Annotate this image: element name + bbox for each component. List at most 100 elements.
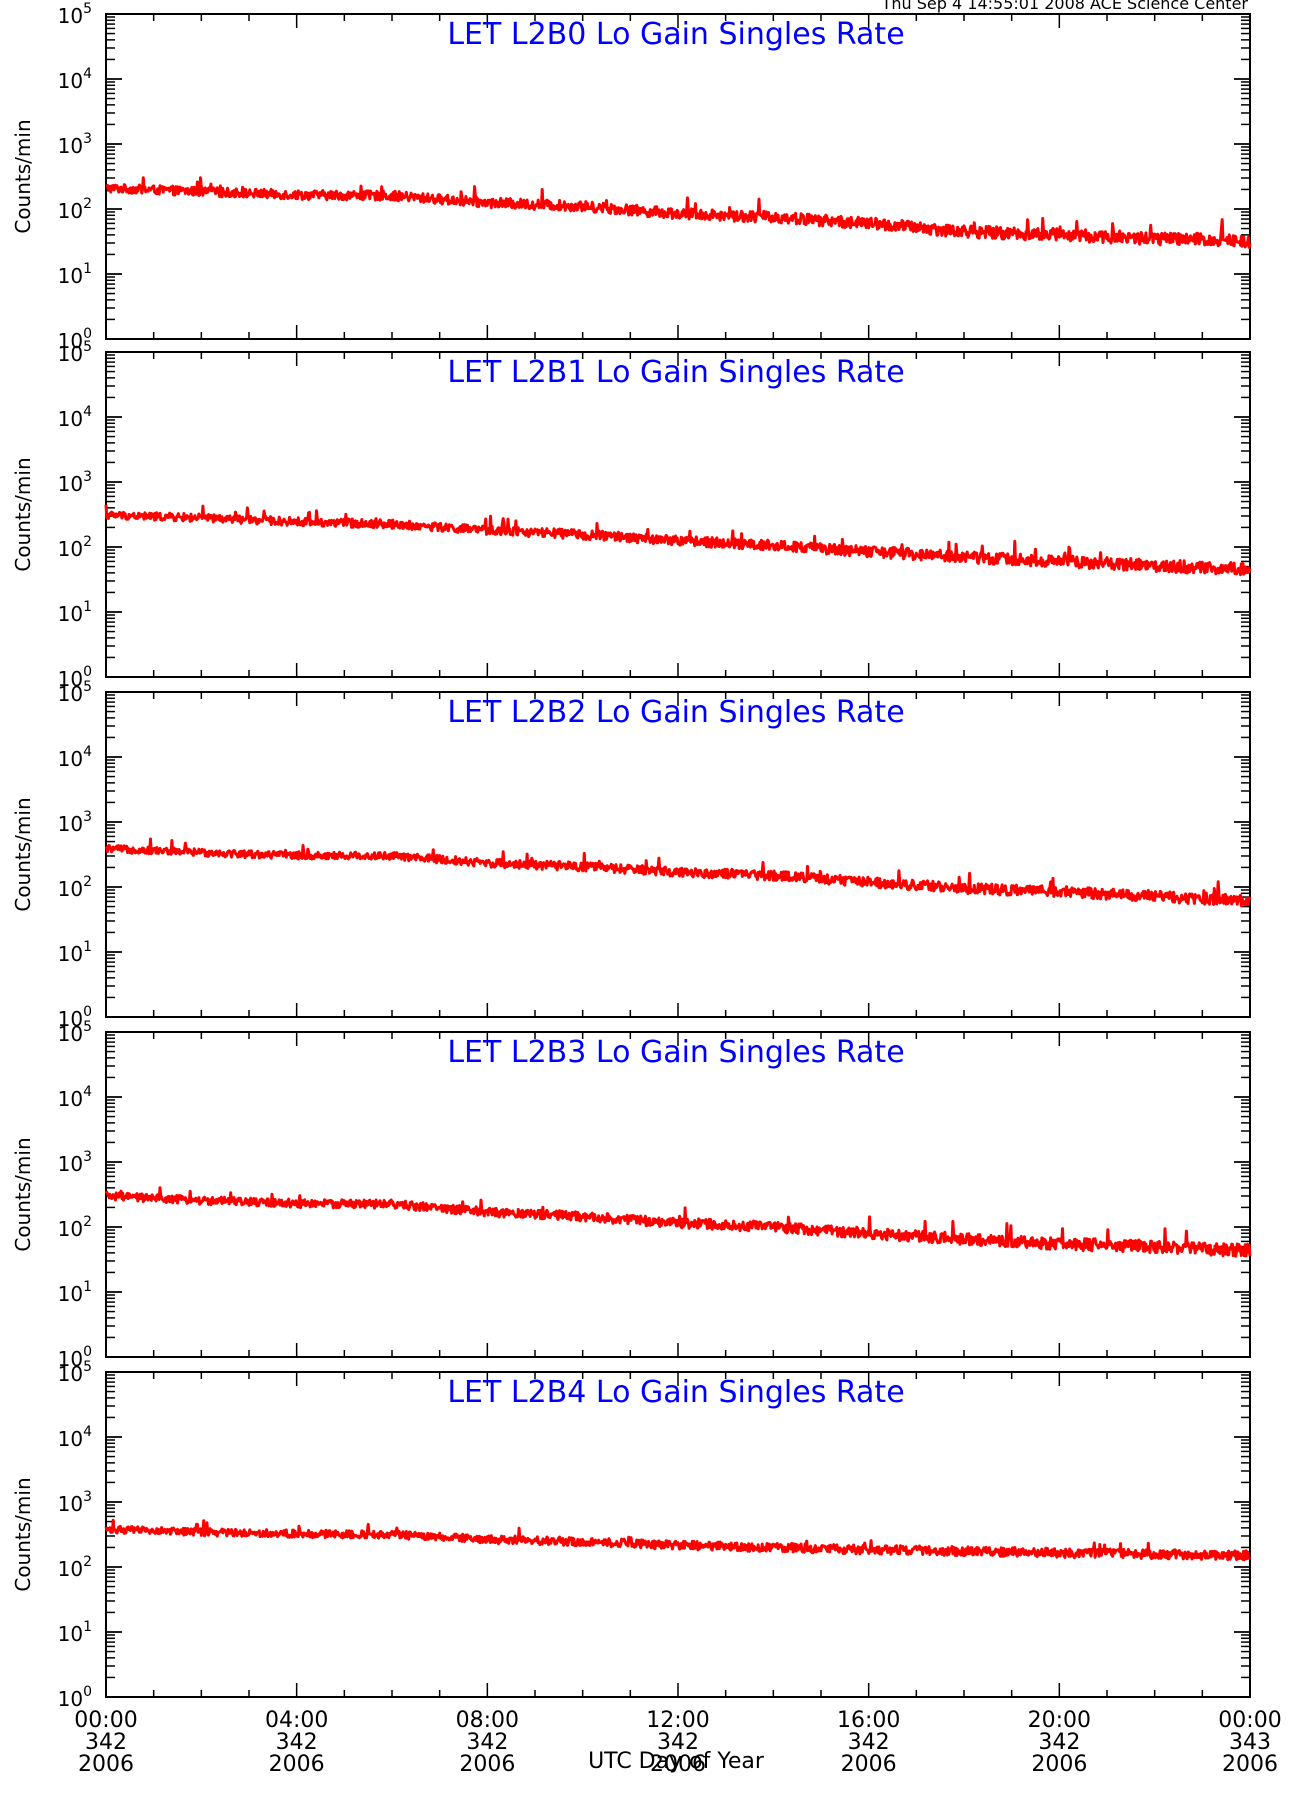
y-axis-label: Counts/min (11, 457, 35, 571)
y-axis-label: Counts/min (11, 119, 35, 233)
x-tick-label-year: 2006 (841, 1752, 897, 1777)
x-ticks (105, 1032, 1251, 1357)
x-tick-label-time: 16:00 (837, 1708, 900, 1733)
y-tick-label: 104 (58, 1424, 92, 1451)
y-tick-label: 102 (58, 1554, 92, 1581)
y-tick-label-base: 10 (58, 667, 83, 691)
panel-title: LET L2B3 Lo Gain Singles Rate (447, 1035, 904, 1070)
x-tick-label-year: 2006 (78, 1752, 134, 1777)
x-tick-label-time: 20:00 (1028, 1708, 1091, 1733)
x-tick-label-year: 2006 (1031, 1752, 1087, 1777)
y-tick-label-base: 10 (58, 877, 83, 901)
y-tick-label-exponent: 5 (83, 1359, 92, 1375)
y-tick-label-base: 10 (58, 264, 83, 288)
y-tick-label-base: 10 (58, 1492, 83, 1516)
y-tick-label-base: 10 (58, 407, 83, 431)
y-tick-label-base: 10 (58, 1622, 83, 1646)
x-tick-label-doy: 342 (276, 1730, 318, 1755)
y-tick-label-base: 10 (58, 1362, 83, 1386)
panel-title: LET L2B2 Lo Gain Singles Rate (447, 695, 904, 730)
x-tick-label-doy: 342 (657, 1730, 699, 1755)
y-tick-label-base: 10 (58, 329, 83, 353)
x-ticks (105, 1372, 1251, 1697)
y-tick-label: 102 (58, 1214, 92, 1241)
y-tick-label-base: 10 (58, 472, 83, 496)
y-tick-label-base: 10 (58, 4, 83, 28)
y-tick-label-base: 10 (58, 1687, 83, 1711)
y-tick-label: 101 (58, 599, 92, 626)
y-tick-label: 105 (58, 339, 92, 366)
series-line (104, 1518, 1252, 1562)
x-tick-label-time: 12:00 (646, 1708, 709, 1733)
y-tick-label-exponent: 3 (83, 469, 92, 485)
x-ticks (105, 14, 1251, 339)
y-tick-label-exponent: 3 (83, 809, 92, 825)
y-axis-label: Counts/min (11, 1137, 35, 1251)
y-tick-label-base: 10 (58, 342, 83, 366)
x-tick-label-doy: 342 (85, 1730, 127, 1755)
x-tick-label-time: 04:00 (265, 1708, 328, 1733)
y-tick-label-exponent: 0 (83, 1344, 92, 1360)
y-tick-label: 104 (58, 404, 92, 431)
y-tick-label-base: 10 (58, 1087, 83, 1111)
panel-title: LET L2B0 Lo Gain Singles Rate (447, 17, 904, 52)
y-tick-label-exponent: 0 (83, 1004, 92, 1020)
plot-frame (105, 13, 1251, 340)
series-line (105, 176, 1252, 249)
x-tick-label-doy: 343 (1229, 1730, 1271, 1755)
y-tick-label-base: 10 (58, 942, 83, 966)
y-tick-label-base: 10 (58, 134, 83, 158)
y-tick-label: 102 (58, 874, 92, 901)
y-tick-label-base: 10 (58, 1427, 83, 1451)
x-tick-label-doy: 342 (1038, 1730, 1080, 1755)
y-tick-label-exponent: 1 (83, 599, 92, 615)
y-ticks (106, 1031, 1250, 1358)
x-tick-label-year: 2006 (269, 1752, 325, 1777)
plot-frame (105, 351, 1251, 678)
y-tick-label: 101 (58, 1279, 92, 1306)
x-tick-label-year: 2006 (650, 1752, 706, 1777)
y-tick-label-exponent: 2 (83, 874, 92, 890)
y-tick-label: 104 (58, 1084, 92, 1111)
panel-title: LET L2B4 Lo Gain Singles Rate (447, 1375, 904, 1410)
y-tick-label: 101 (58, 939, 92, 966)
y-tick-label-exponent: 1 (83, 1619, 92, 1635)
y-tick-label-base: 10 (58, 1007, 83, 1031)
y-tick-label-exponent: 5 (83, 339, 92, 355)
y-tick-label-exponent: 4 (83, 1424, 92, 1440)
x-tick-label-doy: 342 (848, 1730, 890, 1755)
y-tick-label: 103 (58, 809, 92, 836)
y-tick-label-exponent: 3 (83, 1149, 92, 1165)
plot-frame (105, 1031, 1251, 1358)
y-tick-label: 104 (58, 744, 92, 771)
y-tick-label: 105 (58, 1359, 92, 1386)
y-tick-label: 105 (58, 679, 92, 706)
y-tick-label: 105 (58, 1, 92, 28)
x-ticks (105, 352, 1251, 677)
y-tick-label-exponent: 5 (83, 1019, 92, 1035)
y-tick-label: 103 (58, 1489, 92, 1516)
y-tick-label: 103 (58, 131, 92, 158)
y-tick-label: 101 (58, 1619, 92, 1646)
y-tick-label: 100 (58, 1684, 92, 1711)
x-ticks (105, 692, 1251, 1017)
y-tick-label: 100 (58, 664, 92, 691)
y-tick-label-exponent: 3 (83, 1489, 92, 1505)
series-line (104, 837, 1252, 908)
y-tick-label-exponent: 3 (83, 131, 92, 147)
y-tick-label-exponent: 0 (83, 664, 92, 680)
y-tick-label-exponent: 2 (83, 1214, 92, 1230)
x-tick-label-year: 2006 (1222, 1752, 1278, 1777)
y-tick-label-base: 10 (58, 1347, 83, 1371)
y-tick-label-base: 10 (58, 1282, 83, 1306)
y-tick-label-exponent: 4 (83, 744, 92, 760)
y-tick-label: 100 (58, 326, 92, 353)
y-tick-label-base: 10 (58, 682, 83, 706)
y-tick-label-base: 10 (58, 199, 83, 223)
